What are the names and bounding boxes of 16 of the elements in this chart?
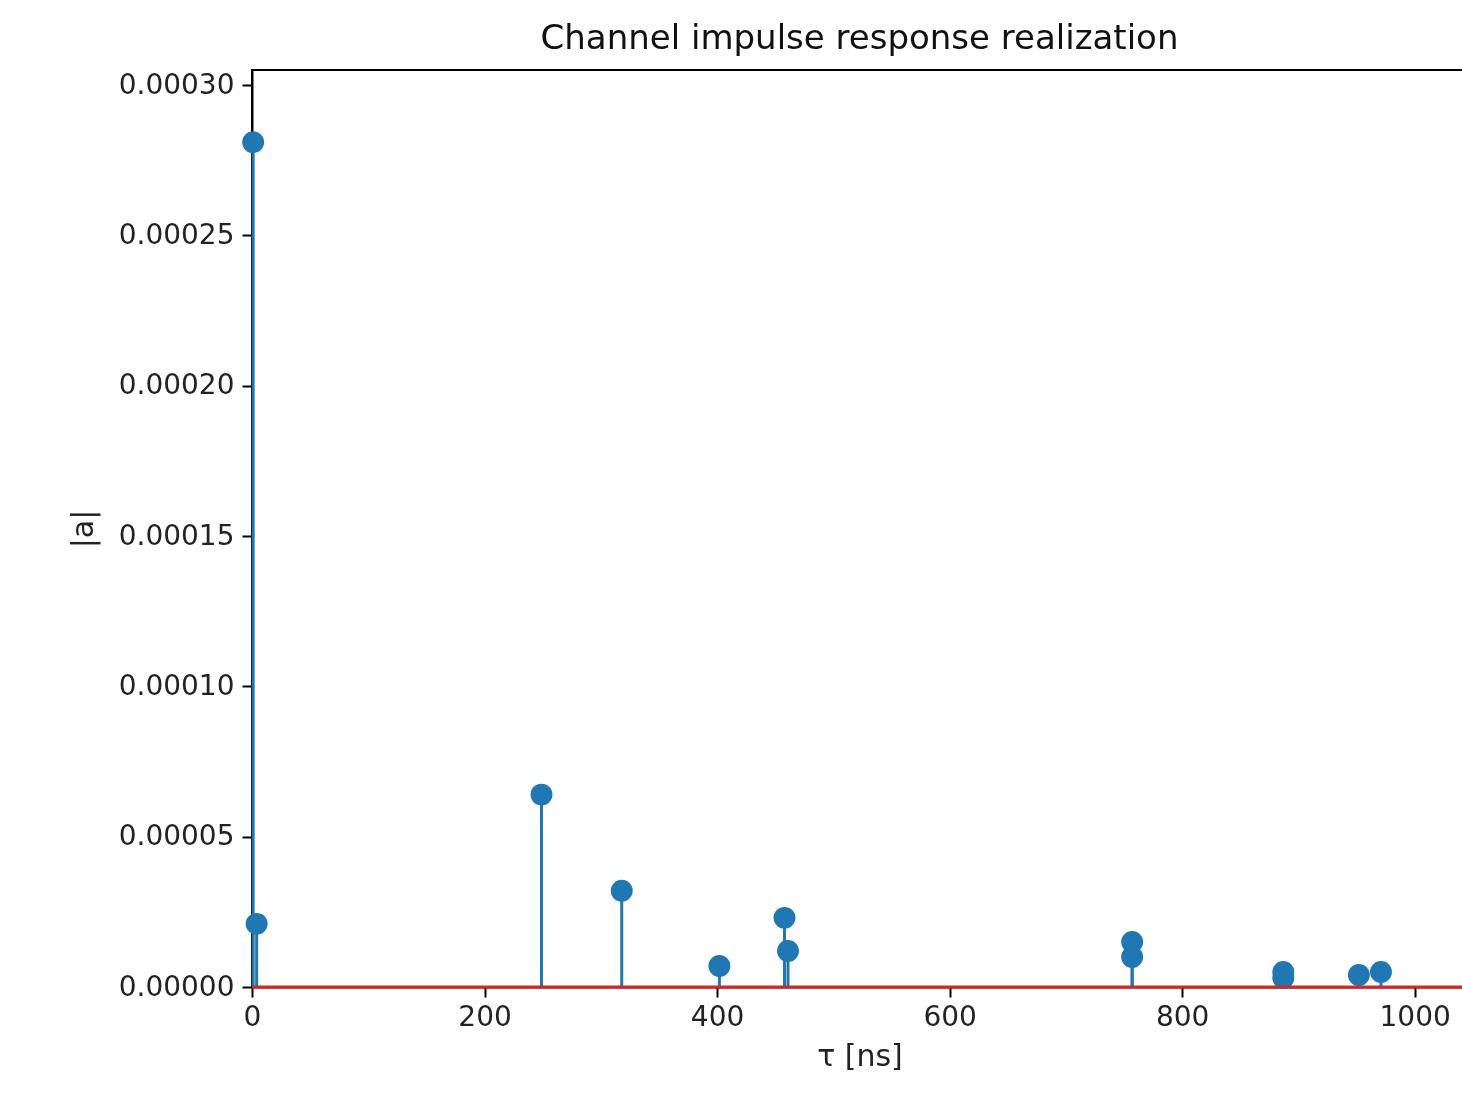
y-tick-label: 0.00010: [118, 668, 235, 702]
x-tick-label: 800: [1155, 999, 1210, 1033]
y-tick-label: 0.00015: [118, 518, 235, 552]
y-tick-label: 0.00020: [118, 368, 235, 402]
x-tick-label: 1000: [1379, 999, 1451, 1033]
x-tick-label: 0: [243, 999, 262, 1033]
y-tick-label: 0.00025: [118, 217, 235, 251]
chart-title: Channel impulse response realization: [540, 17, 1179, 57]
y-tick-label: 0.00000: [118, 969, 235, 1003]
x-axis-title: τ [ns]: [817, 1037, 903, 1073]
y-tick-label: 0.00005: [118, 819, 235, 853]
x-tick-label: 600: [923, 999, 977, 1033]
x-tick-label: 400: [690, 999, 745, 1033]
x-tick-label: 200: [458, 999, 512, 1033]
y-axis-title: |a|: [64, 509, 101, 549]
y-tick-label: 0.00030: [118, 67, 235, 101]
